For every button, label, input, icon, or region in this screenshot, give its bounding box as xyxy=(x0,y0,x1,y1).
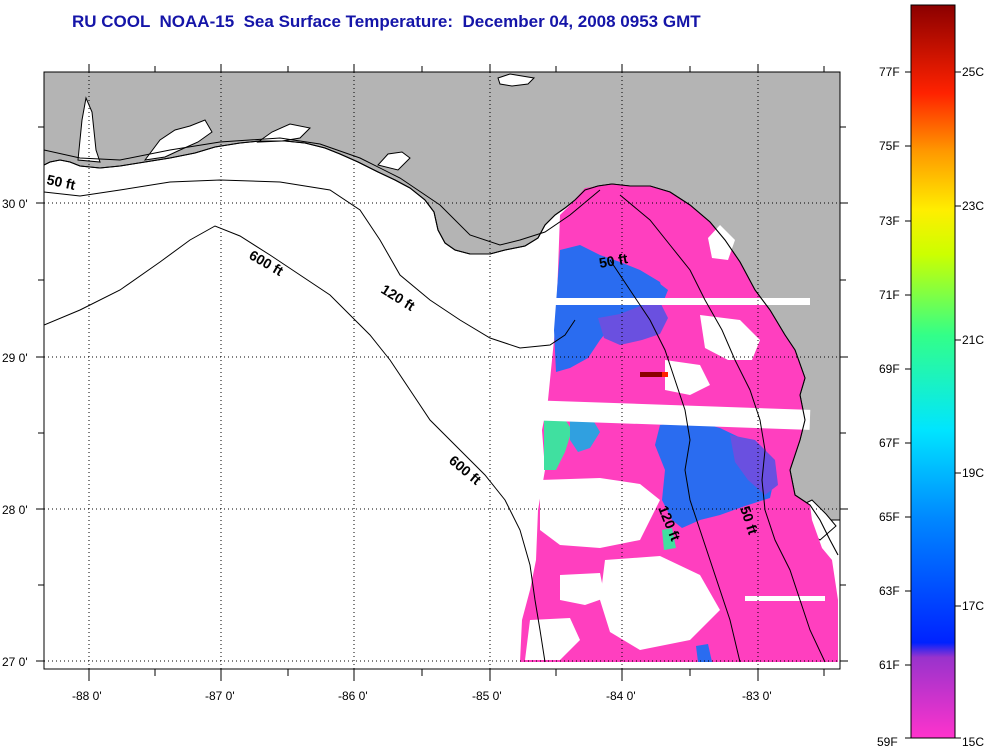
lon-label: -86 0' xyxy=(338,689,368,703)
colorbar-f-label: 73F xyxy=(879,214,900,228)
lon-label: -83 0' xyxy=(742,689,772,703)
lat-label: 28 0' xyxy=(2,503,28,517)
contour-50ft xyxy=(619,194,826,663)
lon-label: -88 0' xyxy=(72,689,102,703)
bathymetry-contours xyxy=(44,137,826,663)
colorbar-f-label: 77F xyxy=(879,65,900,79)
lon-label: -87 0' xyxy=(205,689,235,703)
colorbar-f-label: 71F xyxy=(879,288,900,302)
contour-600ft xyxy=(44,225,546,663)
contour-120ft xyxy=(609,259,741,663)
contour-label: 50 ft xyxy=(598,250,629,271)
colorbar-c-label: 21C xyxy=(962,333,984,347)
tick-marks xyxy=(36,64,848,681)
colorbar-f-label: 69F xyxy=(879,362,900,376)
lat-label: 30 0' xyxy=(2,197,28,211)
colorbar-c-label: 23C xyxy=(962,199,984,213)
sst-swath xyxy=(520,184,838,662)
contour-50ft xyxy=(44,137,601,246)
lon-label: -84 0' xyxy=(606,689,636,703)
contour-label: 50 ft xyxy=(45,171,77,193)
colorbar-f-label: 63F xyxy=(879,584,900,598)
coast-inlet xyxy=(143,119,213,161)
map-title: RU COOL NOAA-15 Sea Surface Temperature:… xyxy=(72,12,701,31)
colorbar xyxy=(910,4,956,739)
lat-label: 29 0' xyxy=(2,351,28,365)
graticule xyxy=(44,72,840,669)
coast-inlet xyxy=(77,96,101,163)
colorbar-f-label: 59F xyxy=(877,735,898,749)
colorbar-c-label: 15C xyxy=(962,735,984,749)
map-frame xyxy=(43,71,841,670)
colorbar-c-label: 19C xyxy=(962,466,984,480)
colorbar-f-label: 61F xyxy=(879,658,900,672)
coast-inlet xyxy=(377,151,411,171)
lat-label: 27 0' xyxy=(2,655,28,669)
colorbar-c-label: 25C xyxy=(962,65,984,79)
colorbar-f-label: 75F xyxy=(879,139,900,153)
colorbar-f-label: 65F xyxy=(879,510,900,524)
lon-label: -85 0' xyxy=(472,689,502,703)
coastline xyxy=(44,140,839,556)
contour-120ft xyxy=(44,179,576,349)
coast-inlet xyxy=(497,73,536,87)
colorbar-f-label: 67F xyxy=(879,436,900,450)
colorbar-c-label: 17C xyxy=(962,599,984,613)
colorbar-ticks xyxy=(905,71,961,739)
